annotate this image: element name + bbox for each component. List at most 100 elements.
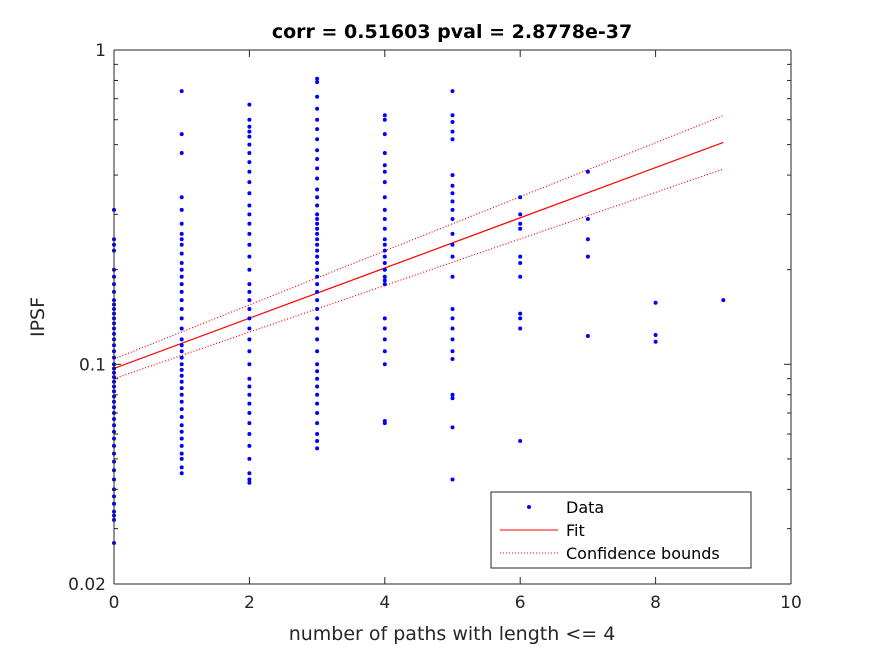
data-point bbox=[179, 471, 184, 476]
data-point bbox=[247, 117, 252, 122]
data-point bbox=[179, 379, 184, 384]
data-point bbox=[315, 237, 320, 242]
data-point bbox=[247, 298, 252, 303]
data-point bbox=[247, 169, 252, 174]
x-axis-label: number of paths with length <= 4 bbox=[289, 623, 616, 645]
data-point bbox=[315, 289, 320, 294]
data-point bbox=[450, 113, 455, 118]
data-point bbox=[247, 443, 252, 448]
data-point bbox=[382, 349, 387, 354]
data-point bbox=[315, 80, 320, 85]
data-point bbox=[382, 226, 387, 231]
data-point bbox=[382, 113, 387, 118]
data-point bbox=[315, 221, 320, 226]
data-point bbox=[315, 298, 320, 303]
data-point bbox=[450, 316, 455, 321]
data-point bbox=[179, 195, 184, 200]
data-point bbox=[653, 339, 658, 344]
data-point bbox=[179, 242, 184, 247]
data-point bbox=[382, 248, 387, 253]
data-point bbox=[450, 306, 455, 311]
data-point bbox=[382, 207, 387, 212]
data-point bbox=[315, 212, 320, 217]
data-point bbox=[247, 124, 252, 129]
data-point bbox=[585, 216, 590, 221]
data-point bbox=[382, 274, 387, 279]
legend-label-data: Data bbox=[566, 498, 604, 517]
data-point bbox=[179, 362, 184, 367]
y-tick-label: 1 bbox=[95, 41, 106, 61]
data-point bbox=[247, 134, 252, 139]
legend-label-fit: Fit bbox=[566, 521, 585, 540]
data-point bbox=[179, 386, 184, 391]
data-point bbox=[450, 89, 455, 94]
data-point bbox=[518, 221, 523, 226]
data-point bbox=[315, 195, 320, 200]
data-point bbox=[179, 355, 184, 360]
data-point bbox=[315, 282, 320, 287]
data-point bbox=[382, 282, 387, 287]
data-point bbox=[179, 423, 184, 428]
data-point bbox=[315, 254, 320, 259]
data-point bbox=[382, 216, 387, 221]
data-point bbox=[179, 237, 184, 242]
data-point bbox=[179, 337, 184, 342]
data-point bbox=[315, 226, 320, 231]
data-point bbox=[382, 421, 387, 426]
data-point bbox=[179, 151, 184, 156]
data-point bbox=[518, 195, 523, 200]
data-point bbox=[247, 254, 252, 259]
data-point bbox=[382, 267, 387, 272]
data-point bbox=[179, 343, 184, 348]
data-point bbox=[179, 221, 184, 226]
data-point bbox=[315, 94, 320, 99]
data-point bbox=[247, 477, 252, 482]
data-point bbox=[518, 316, 523, 321]
data-point bbox=[179, 282, 184, 287]
data-point bbox=[179, 443, 184, 448]
legend-label-bounds: Confidence bounds bbox=[566, 544, 720, 563]
data-point bbox=[247, 203, 252, 208]
data-point bbox=[315, 248, 320, 253]
data-point bbox=[382, 261, 387, 266]
fit-line bbox=[113, 141, 724, 370]
data-point bbox=[315, 166, 320, 171]
data-point bbox=[382, 163, 387, 168]
x-tick-label: 0 bbox=[109, 593, 120, 613]
data-point bbox=[179, 407, 184, 412]
data-point bbox=[247, 160, 252, 165]
data-point bbox=[179, 132, 184, 137]
data-point bbox=[179, 289, 184, 294]
data-point bbox=[382, 326, 387, 331]
data-point bbox=[247, 401, 252, 406]
data-point bbox=[179, 298, 184, 303]
data-point bbox=[315, 267, 320, 272]
data-point bbox=[315, 446, 320, 451]
data-point bbox=[382, 132, 387, 137]
data-point bbox=[315, 369, 320, 374]
data-point bbox=[450, 356, 455, 361]
data-point bbox=[179, 451, 184, 456]
data-point bbox=[315, 392, 320, 397]
data-point bbox=[247, 242, 252, 247]
data-point bbox=[247, 282, 252, 287]
data-point bbox=[450, 326, 455, 331]
x-tick-label: 6 bbox=[515, 593, 526, 613]
data-point bbox=[382, 151, 387, 156]
data-point bbox=[179, 306, 184, 311]
data-point bbox=[315, 176, 320, 181]
data-point bbox=[315, 432, 320, 437]
data-point bbox=[315, 127, 320, 132]
data-point bbox=[179, 414, 184, 419]
data-point bbox=[450, 349, 455, 354]
data-point bbox=[382, 254, 387, 259]
data-point bbox=[382, 362, 387, 367]
data-point bbox=[247, 316, 252, 321]
data-point bbox=[518, 212, 523, 217]
data-point bbox=[247, 306, 252, 311]
data-point bbox=[585, 334, 590, 339]
axes-layer: 0 2 4 6 8 10 0.02 0.1 1 bbox=[68, 41, 802, 613]
data-point bbox=[247, 289, 252, 294]
data-point bbox=[179, 349, 184, 354]
data-point bbox=[450, 216, 455, 221]
